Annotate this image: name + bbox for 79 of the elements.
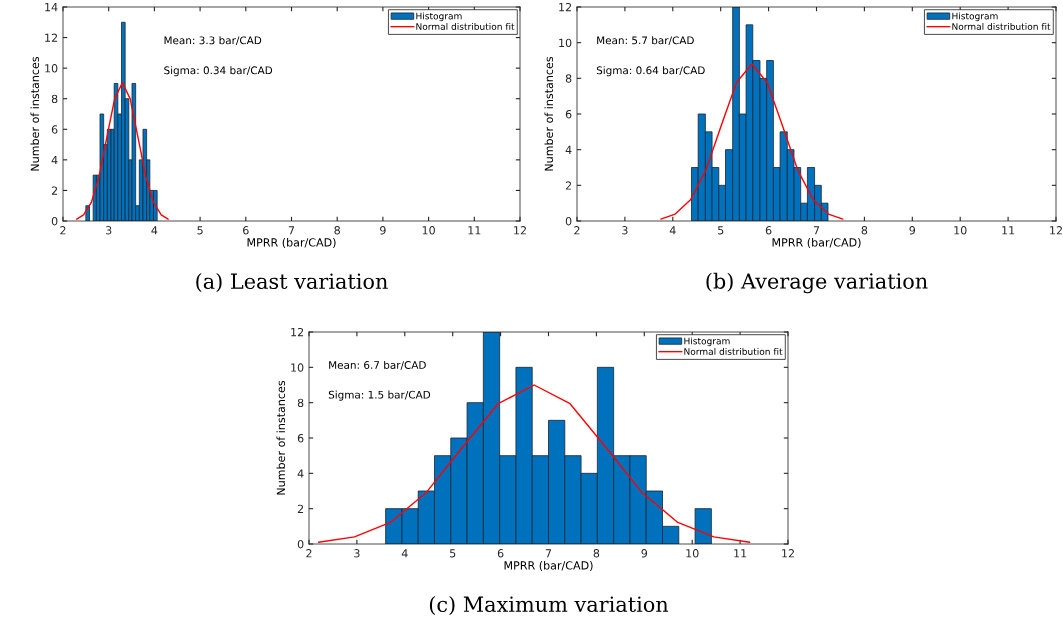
line-series bbox=[660, 63, 844, 220]
x-tick-label: 7 bbox=[288, 226, 295, 235]
text: (a) Least variation bbox=[196, 272, 388, 292]
x-tick-label: 9 bbox=[380, 226, 386, 235]
x-tick-label: 3 bbox=[106, 226, 112, 235]
x-tick-label: 7 bbox=[813, 226, 820, 235]
x-tick-label: 11 bbox=[468, 226, 481, 235]
x-tick-label: 4 bbox=[669, 226, 676, 235]
x-tick-label: 8 bbox=[334, 226, 340, 235]
x-axis-title: MPRR (bar/CAD) bbox=[504, 561, 593, 571]
annotation: Sigma: 0.64 bar/CAD bbox=[596, 66, 705, 77]
y-tick-label: 12 bbox=[291, 327, 304, 337]
y-tick-label: 12 bbox=[559, 2, 572, 12]
x-tick-label: 8 bbox=[593, 549, 600, 558]
line-series bbox=[76, 81, 169, 220]
x-tick-label: 5 bbox=[450, 549, 456, 558]
legend-label: Histogram bbox=[416, 12, 462, 22]
x-tick-label: 11 bbox=[734, 549, 747, 558]
annotation: Mean: 3.3 bar/CAD bbox=[164, 36, 262, 46]
y-tick-label: 2 bbox=[297, 504, 304, 513]
y-tick-label: 10 bbox=[559, 38, 572, 48]
y-tick-label: 10 bbox=[291, 363, 304, 372]
legend-label: Normal distribution fit bbox=[684, 347, 783, 355]
x-tick-label: 7 bbox=[545, 549, 552, 558]
x-tick-label: 2 bbox=[574, 226, 580, 235]
y-tick-label: 4 bbox=[297, 469, 304, 478]
y-tick-label: 2 bbox=[565, 181, 572, 190]
y-tick-label: 4 bbox=[51, 155, 58, 165]
annotation: Sigma: 1.5 bar/CAD bbox=[328, 390, 431, 401]
legend-label: Histogram bbox=[952, 12, 998, 22]
line-series bbox=[317, 384, 751, 543]
y-tick-label: 6 bbox=[51, 125, 58, 134]
text: (c) Maximum variation bbox=[429, 595, 669, 615]
x-tick-label: 9 bbox=[909, 226, 916, 235]
y-axis-title: Number of instances bbox=[544, 56, 554, 171]
y-tick-label: 6 bbox=[565, 109, 572, 119]
x-tick-label: 6 bbox=[243, 226, 249, 235]
y-tick-label: 0 bbox=[51, 216, 58, 226]
x-tick-label: 4 bbox=[151, 226, 158, 235]
text: (b) Average variation bbox=[706, 272, 928, 294]
x-tick-label: 3 bbox=[622, 226, 628, 235]
annotation: Mean: 5.7 bar/CAD bbox=[597, 36, 694, 46]
annotation: Mean: 6.7 bar/CAD bbox=[329, 360, 426, 370]
annotation: Sigma: 0.34 bar/CAD bbox=[164, 66, 273, 77]
y-tick-label: 8 bbox=[565, 74, 572, 83]
x-tick-label: 5 bbox=[197, 226, 203, 235]
x-tick-label: 11 bbox=[1002, 226, 1015, 235]
y-tick-label: 6 bbox=[297, 433, 304, 443]
x-tick-label: 10 bbox=[686, 549, 699, 558]
y-tick-label: 4 bbox=[565, 145, 572, 154]
y-axis-title: Number of instances bbox=[276, 380, 286, 495]
y-tick-label: 10 bbox=[45, 64, 58, 73]
x-tick-label: 2 bbox=[306, 549, 312, 558]
x-tick-label: 12 bbox=[514, 226, 526, 235]
x-tick-label: 4 bbox=[401, 549, 408, 558]
y-tick-label: 0 bbox=[297, 539, 304, 549]
y-tick-label: 8 bbox=[51, 94, 58, 104]
y-tick-label: 12 bbox=[45, 33, 58, 42]
y-tick-label: 0 bbox=[565, 216, 572, 226]
x-tick-label: 10 bbox=[422, 226, 435, 235]
legend-label: Histogram bbox=[684, 337, 730, 347]
x-tick-label: 10 bbox=[954, 226, 967, 235]
x-tick-label: 12 bbox=[782, 549, 794, 558]
y-tick-label: 8 bbox=[297, 398, 304, 408]
x-tick-label: 12 bbox=[1050, 226, 1062, 235]
y-tick-label: 2 bbox=[51, 186, 58, 195]
x-tick-label: 2 bbox=[60, 226, 66, 235]
legend-label: Normal distribution fit bbox=[416, 22, 515, 30]
x-tick-label: 6 bbox=[765, 226, 772, 235]
y-tick-label: 14 bbox=[45, 3, 58, 12]
x-tick-label: 6 bbox=[497, 549, 504, 558]
x-axis-title: MPRR (bar/CAD) bbox=[247, 238, 336, 248]
x-tick-label: 5 bbox=[718, 226, 724, 235]
x-tick-label: 3 bbox=[354, 549, 360, 558]
x-axis-title: MPRR (bar/CAD) bbox=[772, 238, 861, 248]
y-axis-title: Number of instances bbox=[30, 56, 40, 171]
legend-label: Normal distribution fit bbox=[952, 22, 1051, 30]
x-tick-label: 9 bbox=[641, 549, 648, 558]
x-tick-label: 8 bbox=[861, 226, 868, 235]
